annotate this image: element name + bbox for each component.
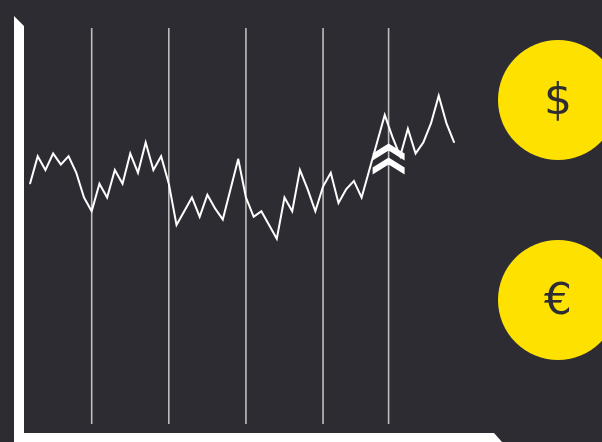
- dollar-symbol: $: [544, 74, 572, 125]
- data-point-6: [75, 172, 77, 174]
- data-point-9: [98, 183, 101, 185]
- data-point-45: [376, 141, 378, 144]
- x-axis: [14, 433, 502, 442]
- data-point-44: [368, 169, 370, 171]
- data-point-11: [114, 169, 116, 171]
- data-point-49: [407, 128, 409, 130]
- data-point-23: [206, 194, 208, 196]
- data-point-38: [322, 185, 324, 188]
- data-point-0: [29, 183, 31, 185]
- data-point-54: [445, 122, 448, 124]
- data-point-33: [283, 196, 286, 199]
- data-point-28: [245, 196, 247, 199]
- data-point-55: [453, 141, 455, 144]
- data-point-34: [291, 210, 293, 212]
- data-point-8: [91, 210, 93, 212]
- data-point-4: [60, 163, 62, 166]
- chevron-up-icon: [372, 157, 405, 175]
- data-point-15: [145, 141, 147, 144]
- data-point-29: [253, 216, 255, 218]
- data-point-40: [337, 202, 340, 204]
- data-point-3: [52, 152, 54, 155]
- data-point-42: [353, 180, 355, 182]
- data-point-26: [229, 188, 232, 190]
- data-point-30: [260, 210, 262, 212]
- euro-symbol: €: [544, 274, 572, 325]
- data-point-43: [361, 196, 363, 199]
- data-point-1: [37, 155, 39, 157]
- data-point-18: [168, 183, 170, 185]
- data-point-39: [330, 172, 332, 174]
- data-point-14: [137, 172, 139, 174]
- euro-coin-icon: €: [498, 240, 602, 360]
- data-point-35: [299, 169, 301, 171]
- data-point-52: [430, 122, 432, 124]
- data-point-37: [314, 210, 316, 212]
- series-line-1: [29, 92, 456, 242]
- chevron-up-icon: [372, 143, 405, 161]
- data-point-7: [83, 196, 85, 199]
- data-point-5: [67, 155, 70, 157]
- data-point-19: [175, 224, 178, 226]
- data-point-20: [183, 210, 185, 212]
- data-point-10: [106, 196, 108, 199]
- data-point-53: [438, 95, 440, 97]
- data-point-22: [199, 216, 201, 218]
- data-point-46: [384, 114, 386, 116]
- data-point-36: [307, 188, 309, 190]
- data-point-13: [129, 152, 131, 155]
- data-point-41: [345, 188, 347, 190]
- data-point-16: [152, 169, 154, 171]
- data-point-12: [121, 183, 124, 185]
- data-point-47: [391, 136, 394, 138]
- data-point-31: [268, 224, 270, 226]
- y-axis: [14, 16, 24, 442]
- data-point-17: [160, 155, 162, 157]
- data-point-24: [214, 207, 216, 210]
- data-point-50: [414, 152, 417, 155]
- data-point-27: [237, 158, 239, 160]
- data-point-32: [276, 238, 278, 240]
- data-point-51: [422, 141, 424, 144]
- data-point-21: [191, 196, 193, 199]
- data-point-25: [222, 218, 224, 221]
- data-point-2: [44, 169, 47, 171]
- dollar-coin-icon: $: [498, 40, 602, 160]
